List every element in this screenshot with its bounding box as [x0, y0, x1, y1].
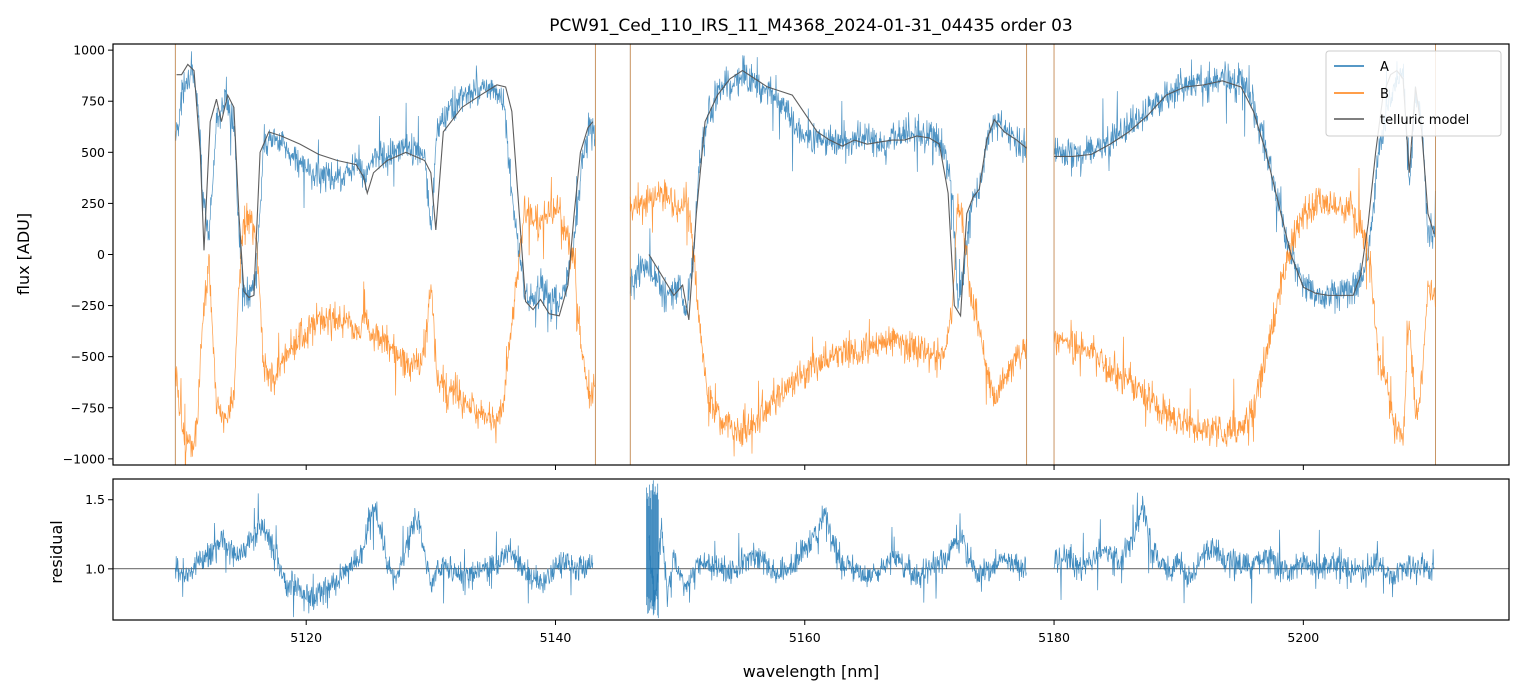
- legend-label-b: B: [1380, 87, 1389, 102]
- top-y-tick-label: 500: [81, 145, 105, 160]
- x-tick-label: 5120: [290, 630, 322, 645]
- series-residual-segment: [1053, 492, 1435, 604]
- top-y-tick-label: 0: [97, 247, 105, 262]
- series-residual: [174, 480, 1435, 619]
- top-y-tick-label: 750: [81, 94, 105, 109]
- top-y-tick-label: −750: [71, 400, 105, 415]
- top-y-tick-label: −1000: [63, 451, 105, 466]
- top-y-tick-label: −250: [71, 298, 105, 313]
- legend-label-a: A: [1380, 60, 1389, 75]
- x-axis-label: wavelength [nm]: [743, 662, 880, 681]
- chart-title: PCW91_Ced_110_IRS_11_M4368_2024-01-31_04…: [549, 16, 1072, 36]
- series-a-segment: [1053, 59, 1436, 314]
- top-y-tick-label: 250: [81, 196, 105, 211]
- top-y-tick-label: 1000: [73, 43, 105, 58]
- top-y-tick-label: −500: [71, 349, 105, 364]
- bottom-panel-frame: [112, 478, 1510, 621]
- series-b-segment: [174, 177, 596, 465]
- top-panel-frame: [112, 43, 1510, 466]
- series-telluric-model-segment: [648, 69, 1027, 320]
- bottom-y-axis-label: residual: [47, 520, 66, 583]
- series-b-segment: [1053, 167, 1436, 448]
- series-b-segment: [629, 179, 1027, 457]
- series-b: [174, 44, 1436, 465]
- series-telluric-model-segment: [176, 63, 594, 317]
- top-panel-y-ticks: −1000 −750 −500 −250 0 250 500 750 1000: [63, 43, 113, 466]
- top-panel-x-ticks: [305, 465, 1304, 470]
- bottom-panel-y-ticks: 1.0 1.5: [85, 492, 113, 576]
- legend-label-telluric-model: telluric model: [1380, 113, 1469, 128]
- legend-frame: [1325, 50, 1502, 137]
- bottom-plot-area: [113, 480, 1509, 619]
- x-tick-label: 5140: [540, 630, 572, 645]
- x-tick-label: 5180: [1038, 630, 1070, 645]
- top-y-axis-label: flux [ADU]: [14, 213, 33, 295]
- bottom-y-tick-label: 1.5: [85, 492, 105, 507]
- series-residual-segment: [174, 493, 594, 618]
- legend: A B telluric model: [1325, 50, 1502, 137]
- x-tick-label: 5160: [789, 630, 821, 645]
- x-tick-label: 5200: [1287, 630, 1319, 645]
- bottom-panel-x-ticks: 5120 5140 5160 5180 5200: [290, 620, 1319, 645]
- series-residual-segment: [648, 505, 1027, 611]
- series-a-segment: [629, 55, 1027, 317]
- bottom-y-tick-label: 1.0: [85, 561, 105, 576]
